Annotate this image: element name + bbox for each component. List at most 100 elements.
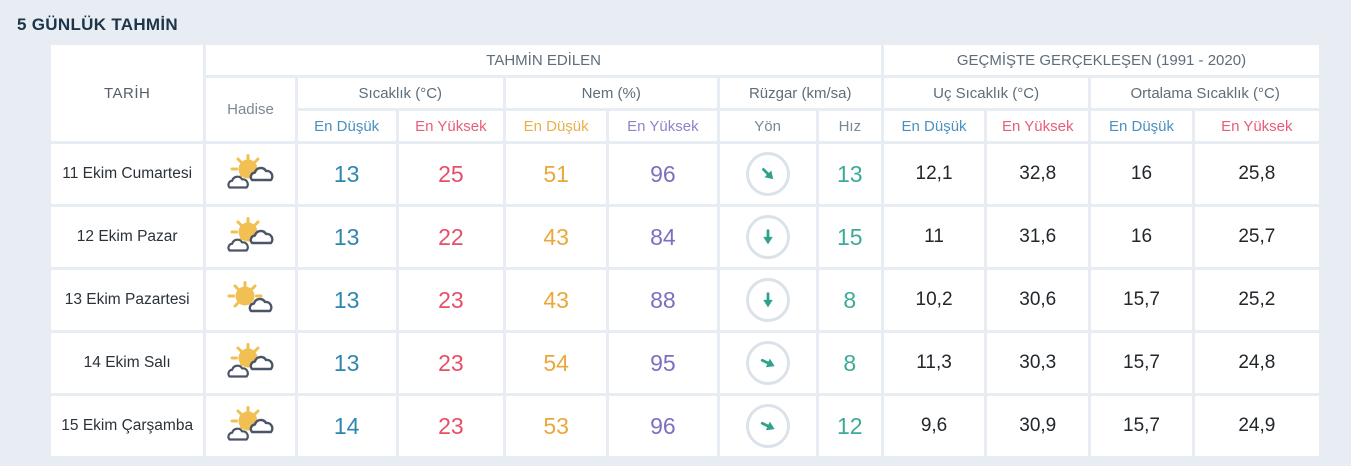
header-extreme-max: En Yüksek	[987, 111, 1089, 141]
humidity-max-cell: 96	[609, 396, 717, 456]
hist-avg-max-cell: 25,2	[1194, 270, 1319, 330]
header-wind-speed: Hız	[818, 111, 881, 141]
sun-two-clouds-icon	[227, 153, 274, 189]
humidity-min-cell: 51	[506, 144, 607, 204]
wind-speed-cell: 13	[818, 144, 881, 204]
humidity-min-cell: 43	[506, 207, 607, 267]
hist-avg-max-cell: 25,7	[1194, 207, 1319, 267]
header-avg-temp-group: Ortalama Sıcaklık (°C)	[1091, 78, 1319, 108]
wind-speed-cell: 15	[818, 207, 881, 267]
humidity-max-cell: 96	[609, 144, 717, 204]
header-predicted-group: TAHMİN EDİLEN	[206, 45, 881, 75]
header-avg-max: En Yüksek	[1194, 111, 1319, 141]
hist-avg-min-cell: 16	[1091, 144, 1192, 204]
weather-condition-icon	[221, 342, 279, 380]
hist-extreme-min-cell: 11,3	[883, 333, 985, 393]
wind-direction-cell	[719, 396, 816, 456]
condition-cell	[206, 396, 295, 456]
hist-avg-min-cell: 15,7	[1091, 270, 1192, 330]
temp-max-cell: 22	[398, 207, 504, 267]
hist-avg-max-cell: 24,9	[1194, 396, 1319, 456]
header-humidity-max: En Yüksek	[609, 111, 717, 141]
hist-extreme-min-cell: 9,6	[883, 396, 985, 456]
temp-max-cell: 23	[398, 396, 504, 456]
weather-condition-icon	[221, 279, 279, 317]
forecast-table-container: TARİH TAHMİN EDİLEN GEÇMİŞTE GERÇEKLEŞEN…	[48, 42, 1351, 459]
header-historical-group: GEÇMİŞTE GERÇEKLEŞEN (1991 - 2020)	[883, 45, 1319, 75]
temp-min-cell: 13	[297, 207, 396, 267]
temp-max-cell: 25	[398, 144, 504, 204]
header-temp-group: Sıcaklık (°C)	[297, 78, 504, 108]
table-row: 14 Ekim Salı	[51, 333, 1319, 393]
temp-min-cell: 13	[297, 333, 396, 393]
temp-min-cell: 13	[297, 144, 396, 204]
condition-cell	[206, 207, 295, 267]
header-date: TARİH	[51, 45, 204, 141]
weather-condition-icon	[221, 405, 279, 443]
header-wind-direction: Yön	[719, 111, 816, 141]
header-wind-group: Rüzgar (km/sa)	[719, 78, 881, 108]
table-body: 11 Ekim Cumartesi	[51, 144, 1319, 456]
wind-direction-icon	[745, 152, 790, 196]
humidity-max-cell: 95	[609, 333, 717, 393]
table-header: TARİH TAHMİN EDİLEN GEÇMİŞTE GERÇEKLEŞEN…	[51, 45, 1319, 141]
header-extreme-min: En Düşük	[883, 111, 985, 141]
date-cell: 11 Ekim Cumartesi	[51, 144, 204, 204]
condition-cell	[206, 270, 295, 330]
date-cell: 15 Ekim Çarşamba	[51, 396, 204, 456]
wind-speed-cell: 8	[818, 270, 881, 330]
wind-direction-cell	[719, 270, 816, 330]
hist-avg-min-cell: 15,7	[1091, 396, 1192, 456]
header-extreme-temp-group: Uç Sıcaklık (°C)	[883, 78, 1089, 108]
humidity-max-cell: 88	[609, 270, 717, 330]
wind-direction-icon	[745, 341, 790, 385]
hist-avg-min-cell: 15,7	[1091, 333, 1192, 393]
hist-extreme-max-cell: 31,6	[987, 207, 1089, 267]
page-title: 5 GÜNLÜK TAHMİN	[17, 15, 178, 34]
hist-extreme-max-cell: 32,8	[987, 144, 1089, 204]
wind-direction-cell	[719, 333, 816, 393]
sun-one-cloud-icon	[227, 280, 273, 312]
condition-cell	[206, 333, 295, 393]
condition-cell	[206, 144, 295, 204]
hist-extreme-min-cell: 10,2	[883, 270, 985, 330]
wind-direction-icon	[745, 404, 790, 448]
hist-extreme-max-cell: 30,9	[987, 396, 1089, 456]
humidity-max-cell: 84	[609, 207, 717, 267]
hist-extreme-max-cell: 30,6	[987, 270, 1089, 330]
wind-direction-icon	[745, 215, 790, 259]
weather-condition-icon	[221, 216, 279, 254]
date-cell: 12 Ekim Pazar	[51, 207, 204, 267]
hist-avg-max-cell: 24,8	[1194, 333, 1319, 393]
humidity-min-cell: 53	[506, 396, 607, 456]
table-row: 13 Ekim Pazartesi	[51, 270, 1319, 330]
weather-condition-icon	[221, 153, 279, 191]
hist-extreme-min-cell: 11	[883, 207, 985, 267]
header-condition: Hadise	[206, 78, 295, 141]
header-temp-min: En Düşük	[297, 111, 396, 141]
wind-direction-icon	[745, 278, 790, 322]
date-cell: 13 Ekim Pazartesi	[51, 270, 204, 330]
forecast-table: TARİH TAHMİN EDİLEN GEÇMİŞTE GERÇEKLEŞEN…	[48, 42, 1322, 459]
date-cell: 14 Ekim Salı	[51, 333, 204, 393]
hist-avg-max-cell: 25,8	[1194, 144, 1319, 204]
temp-max-cell: 23	[398, 333, 504, 393]
hist-extreme-min-cell: 12,1	[883, 144, 985, 204]
humidity-min-cell: 43	[506, 270, 607, 330]
table-row: 15 Ekim Çarşamba	[51, 396, 1319, 456]
table-row: 12 Ekim Pazar	[51, 207, 1319, 267]
temp-max-cell: 23	[398, 270, 504, 330]
sun-two-clouds-icon	[227, 342, 274, 378]
wind-direction-cell	[719, 144, 816, 204]
sun-two-clouds-icon	[227, 216, 274, 252]
sun-two-clouds-icon	[227, 405, 274, 441]
header-avg-min: En Düşük	[1091, 111, 1192, 141]
header-humidity-group: Nem (%)	[506, 78, 717, 108]
wind-speed-cell: 12	[818, 396, 881, 456]
humidity-min-cell: 54	[506, 333, 607, 393]
temp-min-cell: 14	[297, 396, 396, 456]
hist-avg-min-cell: 16	[1091, 207, 1192, 267]
temp-min-cell: 13	[297, 270, 396, 330]
hist-extreme-max-cell: 30,3	[987, 333, 1089, 393]
table-row: 11 Ekim Cumartesi	[51, 144, 1319, 204]
